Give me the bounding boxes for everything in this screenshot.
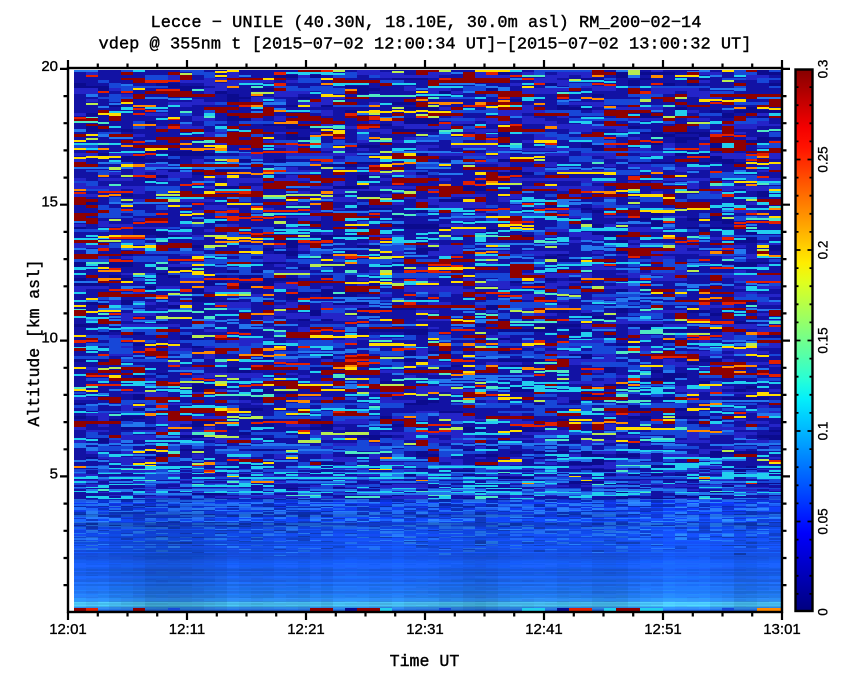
svg-text:15: 15 (41, 194, 58, 211)
svg-text:12:51: 12:51 (644, 621, 682, 638)
svg-text:13:01: 13:01 (763, 621, 801, 638)
svg-text:0: 0 (816, 608, 831, 616)
svg-text:0.05: 0.05 (816, 508, 831, 534)
svg-text:Altitude [km asl]: Altitude [km asl] (25, 259, 44, 426)
svg-text:0.15: 0.15 (816, 327, 831, 353)
svg-text:12:11: 12:11 (169, 621, 205, 638)
svg-text:0.1: 0.1 (816, 422, 831, 441)
svg-text:5: 5 (50, 465, 58, 482)
svg-text:10: 10 (41, 330, 58, 347)
svg-text:0.2: 0.2 (816, 241, 831, 260)
svg-text:12:31: 12:31 (406, 621, 444, 638)
svg-text:20: 20 (41, 58, 58, 75)
svg-text:vdep @ 355nm t [2015−07−02 12:: vdep @ 355nm t [2015−07−02 12:00:34 UT]−… (99, 35, 752, 54)
svg-text:12:41: 12:41 (525, 621, 563, 638)
svg-text:0.25: 0.25 (816, 146, 831, 172)
svg-text:Time UT: Time UT (390, 652, 460, 671)
svg-text:12:21: 12:21 (287, 621, 325, 638)
svg-text:Lecce − UNILE (40.30N, 18.10E,: Lecce − UNILE (40.30N, 18.10E, 30.0m asl… (151, 14, 702, 33)
svg-text:0.3: 0.3 (816, 60, 831, 79)
svg-text:12:01: 12:01 (49, 621, 87, 638)
